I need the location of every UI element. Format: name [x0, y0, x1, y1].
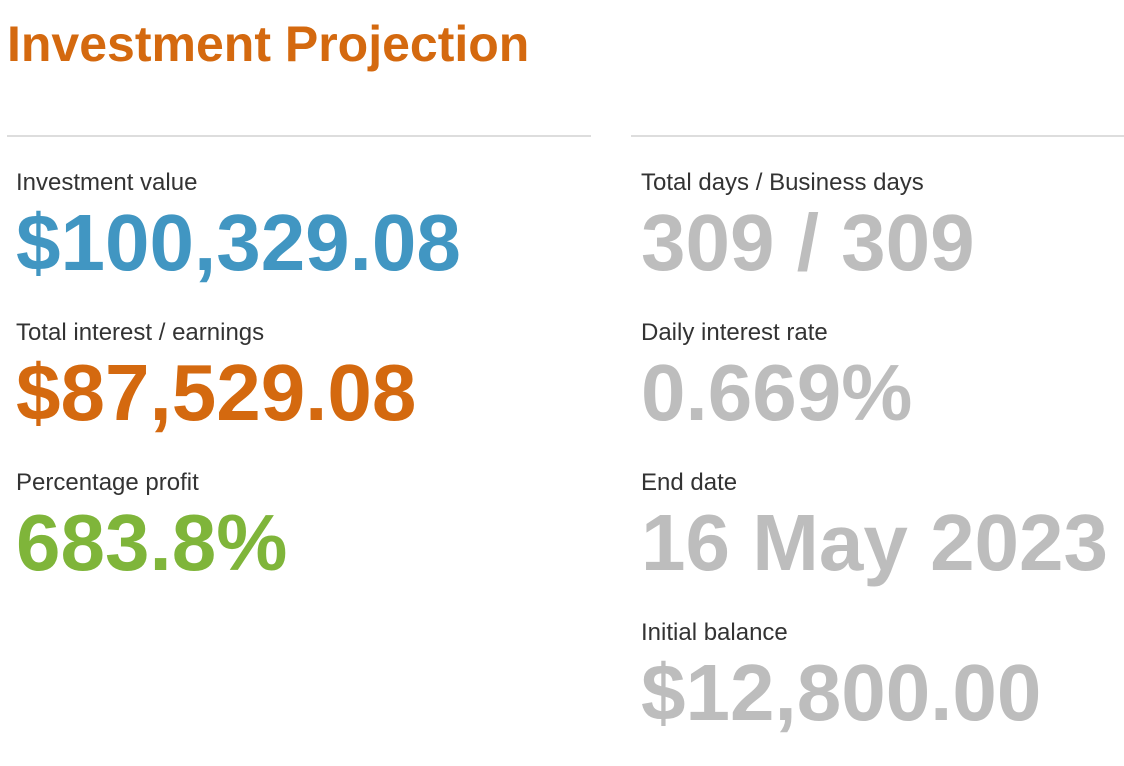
end-date-stat: End date 16 May 2023: [641, 466, 1121, 616]
percentage-profit-label: Percentage profit: [16, 469, 199, 496]
divider-right: [631, 135, 1124, 137]
daily-rate-label: Daily interest rate: [641, 319, 828, 346]
total-days-label: Total days / Business days: [641, 169, 924, 196]
initial-balance-value: $12,800.00: [641, 648, 1042, 737]
summary-column-left: Investment value $100,329.08 Total inter…: [16, 166, 616, 616]
total-interest-stat: Total interest / earnings $87,529.08: [16, 316, 616, 466]
total-interest-amount: $87,529.08: [16, 348, 417, 437]
daily-rate-value: 0.669%: [641, 348, 913, 437]
percentage-profit-amount: 683.8%: [16, 498, 288, 587]
page-title: Investment Projection: [7, 16, 530, 72]
total-days-stat: Total days / Business days 309 / 309: [641, 166, 1121, 316]
total-days-value: 309 / 309: [641, 198, 975, 287]
end-date-value: 16 May 2023: [641, 498, 1109, 587]
daily-rate-stat: Daily interest rate 0.669%: [641, 316, 1121, 466]
initial-balance-stat: Initial balance $12,800.00: [641, 616, 1121, 766]
investment-value-stat: Investment value $100,329.08: [16, 166, 616, 316]
end-date-label: End date: [641, 469, 738, 496]
initial-balance-label: Initial balance: [641, 619, 788, 646]
summary-column-right: Total days / Business days 309 / 309 Dai…: [641, 166, 1121, 766]
total-interest-label: Total interest / earnings: [16, 319, 265, 346]
divider-left: [7, 135, 591, 137]
investment-value-amount: $100,329.08: [16, 198, 461, 287]
percentage-profit-stat: Percentage profit 683.8%: [16, 466, 616, 616]
investment-value-label: Investment value: [16, 169, 198, 196]
